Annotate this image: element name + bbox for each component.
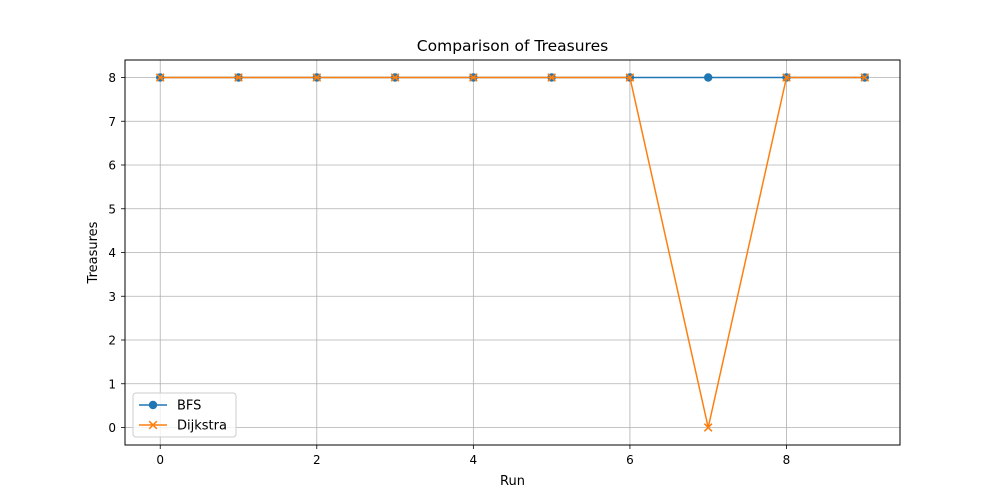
dijkstra-point: [860, 73, 870, 82]
y-tick-label: 2: [108, 334, 116, 348]
dijkstra-point: [703, 423, 713, 432]
y-tick-label: 6: [108, 159, 116, 173]
dijkstra-line: [160, 76, 865, 429]
y-axis-label: Treasures: [86, 221, 101, 284]
y-tick-label: 3: [108, 290, 116, 304]
bfs-point: [704, 73, 713, 82]
chart-title: Comparison of Treasures: [417, 37, 608, 55]
dijkstra-point: [234, 73, 243, 82]
legend-item-bfs: BFS: [139, 399, 201, 414]
y-tick-label: 5: [108, 202, 116, 216]
x-tick-label: 6: [626, 453, 634, 467]
ticks: 0 2 4 6 8 0 1 2 3 4 5 6 7 8: [108, 71, 790, 467]
dijkstra-point: [547, 73, 556, 82]
dijkstra-point: [155, 73, 165, 82]
dijkstra-point: [469, 73, 478, 82]
dijkstra-point: [312, 73, 322, 82]
series-dijkstra: [155, 73, 870, 432]
legend-marker: [148, 420, 158, 430]
legend-label: BFS: [177, 399, 201, 414]
y-tick-label: 8: [108, 71, 116, 85]
legend-box: [132, 392, 237, 438]
x-tick-label: 0: [156, 453, 164, 467]
legend-label: Dijkstra: [177, 419, 227, 434]
dijkstra-point: [390, 73, 400, 82]
x-tick-label: 2: [313, 453, 321, 467]
legend-marker: [148, 400, 158, 410]
series-layer: [155, 73, 870, 432]
y-tick-label: 7: [108, 115, 116, 129]
y-tick-label: 0: [108, 421, 116, 435]
x-axis-label: Run: [500, 474, 525, 489]
legend: BFS Dijkstra: [132, 392, 237, 438]
x-tick-label: 4: [470, 453, 478, 467]
y-tick-label: 4: [108, 246, 116, 260]
dijkstra-point: [625, 73, 635, 82]
dijkstra-point: [782, 73, 791, 82]
y-tick-label: 1: [108, 377, 116, 391]
legend-item-dijkstra: Dijkstra: [139, 419, 227, 434]
x-tick-label: 8: [783, 453, 791, 467]
